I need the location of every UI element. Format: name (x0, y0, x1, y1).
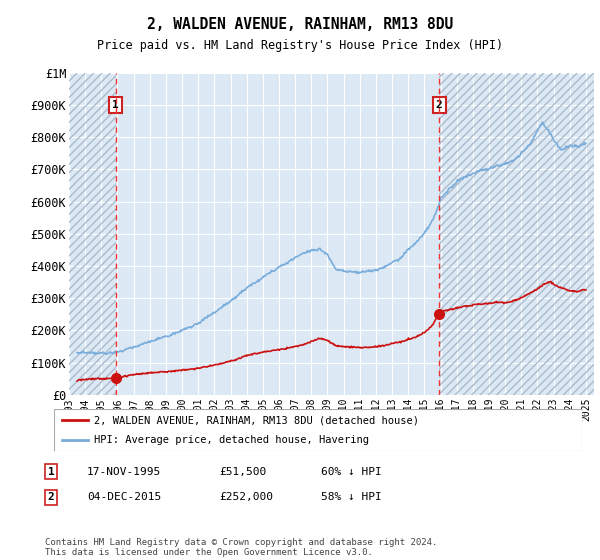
Bar (69, 73, 116, 395)
Text: 1: 1 (47, 466, 55, 477)
Bar (439, 73, 594, 395)
Text: £51,500: £51,500 (219, 466, 266, 477)
Text: 60% ↓ HPI: 60% ↓ HPI (321, 466, 382, 477)
Text: 2: 2 (436, 100, 443, 110)
Text: HPI: Average price, detached house, Havering: HPI: Average price, detached house, Have… (94, 435, 368, 445)
Text: 04-DEC-2015: 04-DEC-2015 (87, 492, 161, 502)
Text: 2, WALDEN AVENUE, RAINHAM, RM13 8DU: 2, WALDEN AVENUE, RAINHAM, RM13 8DU (147, 17, 453, 32)
Text: £252,000: £252,000 (219, 492, 273, 502)
Text: Contains HM Land Registry data © Crown copyright and database right 2024.
This d: Contains HM Land Registry data © Crown c… (45, 538, 437, 557)
Text: 2, WALDEN AVENUE, RAINHAM, RM13 8DU (detached house): 2, WALDEN AVENUE, RAINHAM, RM13 8DU (det… (94, 415, 419, 425)
Text: 2: 2 (47, 492, 55, 502)
Text: Price paid vs. HM Land Registry's House Price Index (HPI): Price paid vs. HM Land Registry's House … (97, 39, 503, 52)
Text: 1: 1 (112, 100, 119, 110)
Text: 58% ↓ HPI: 58% ↓ HPI (321, 492, 382, 502)
Text: 17-NOV-1995: 17-NOV-1995 (87, 466, 161, 477)
